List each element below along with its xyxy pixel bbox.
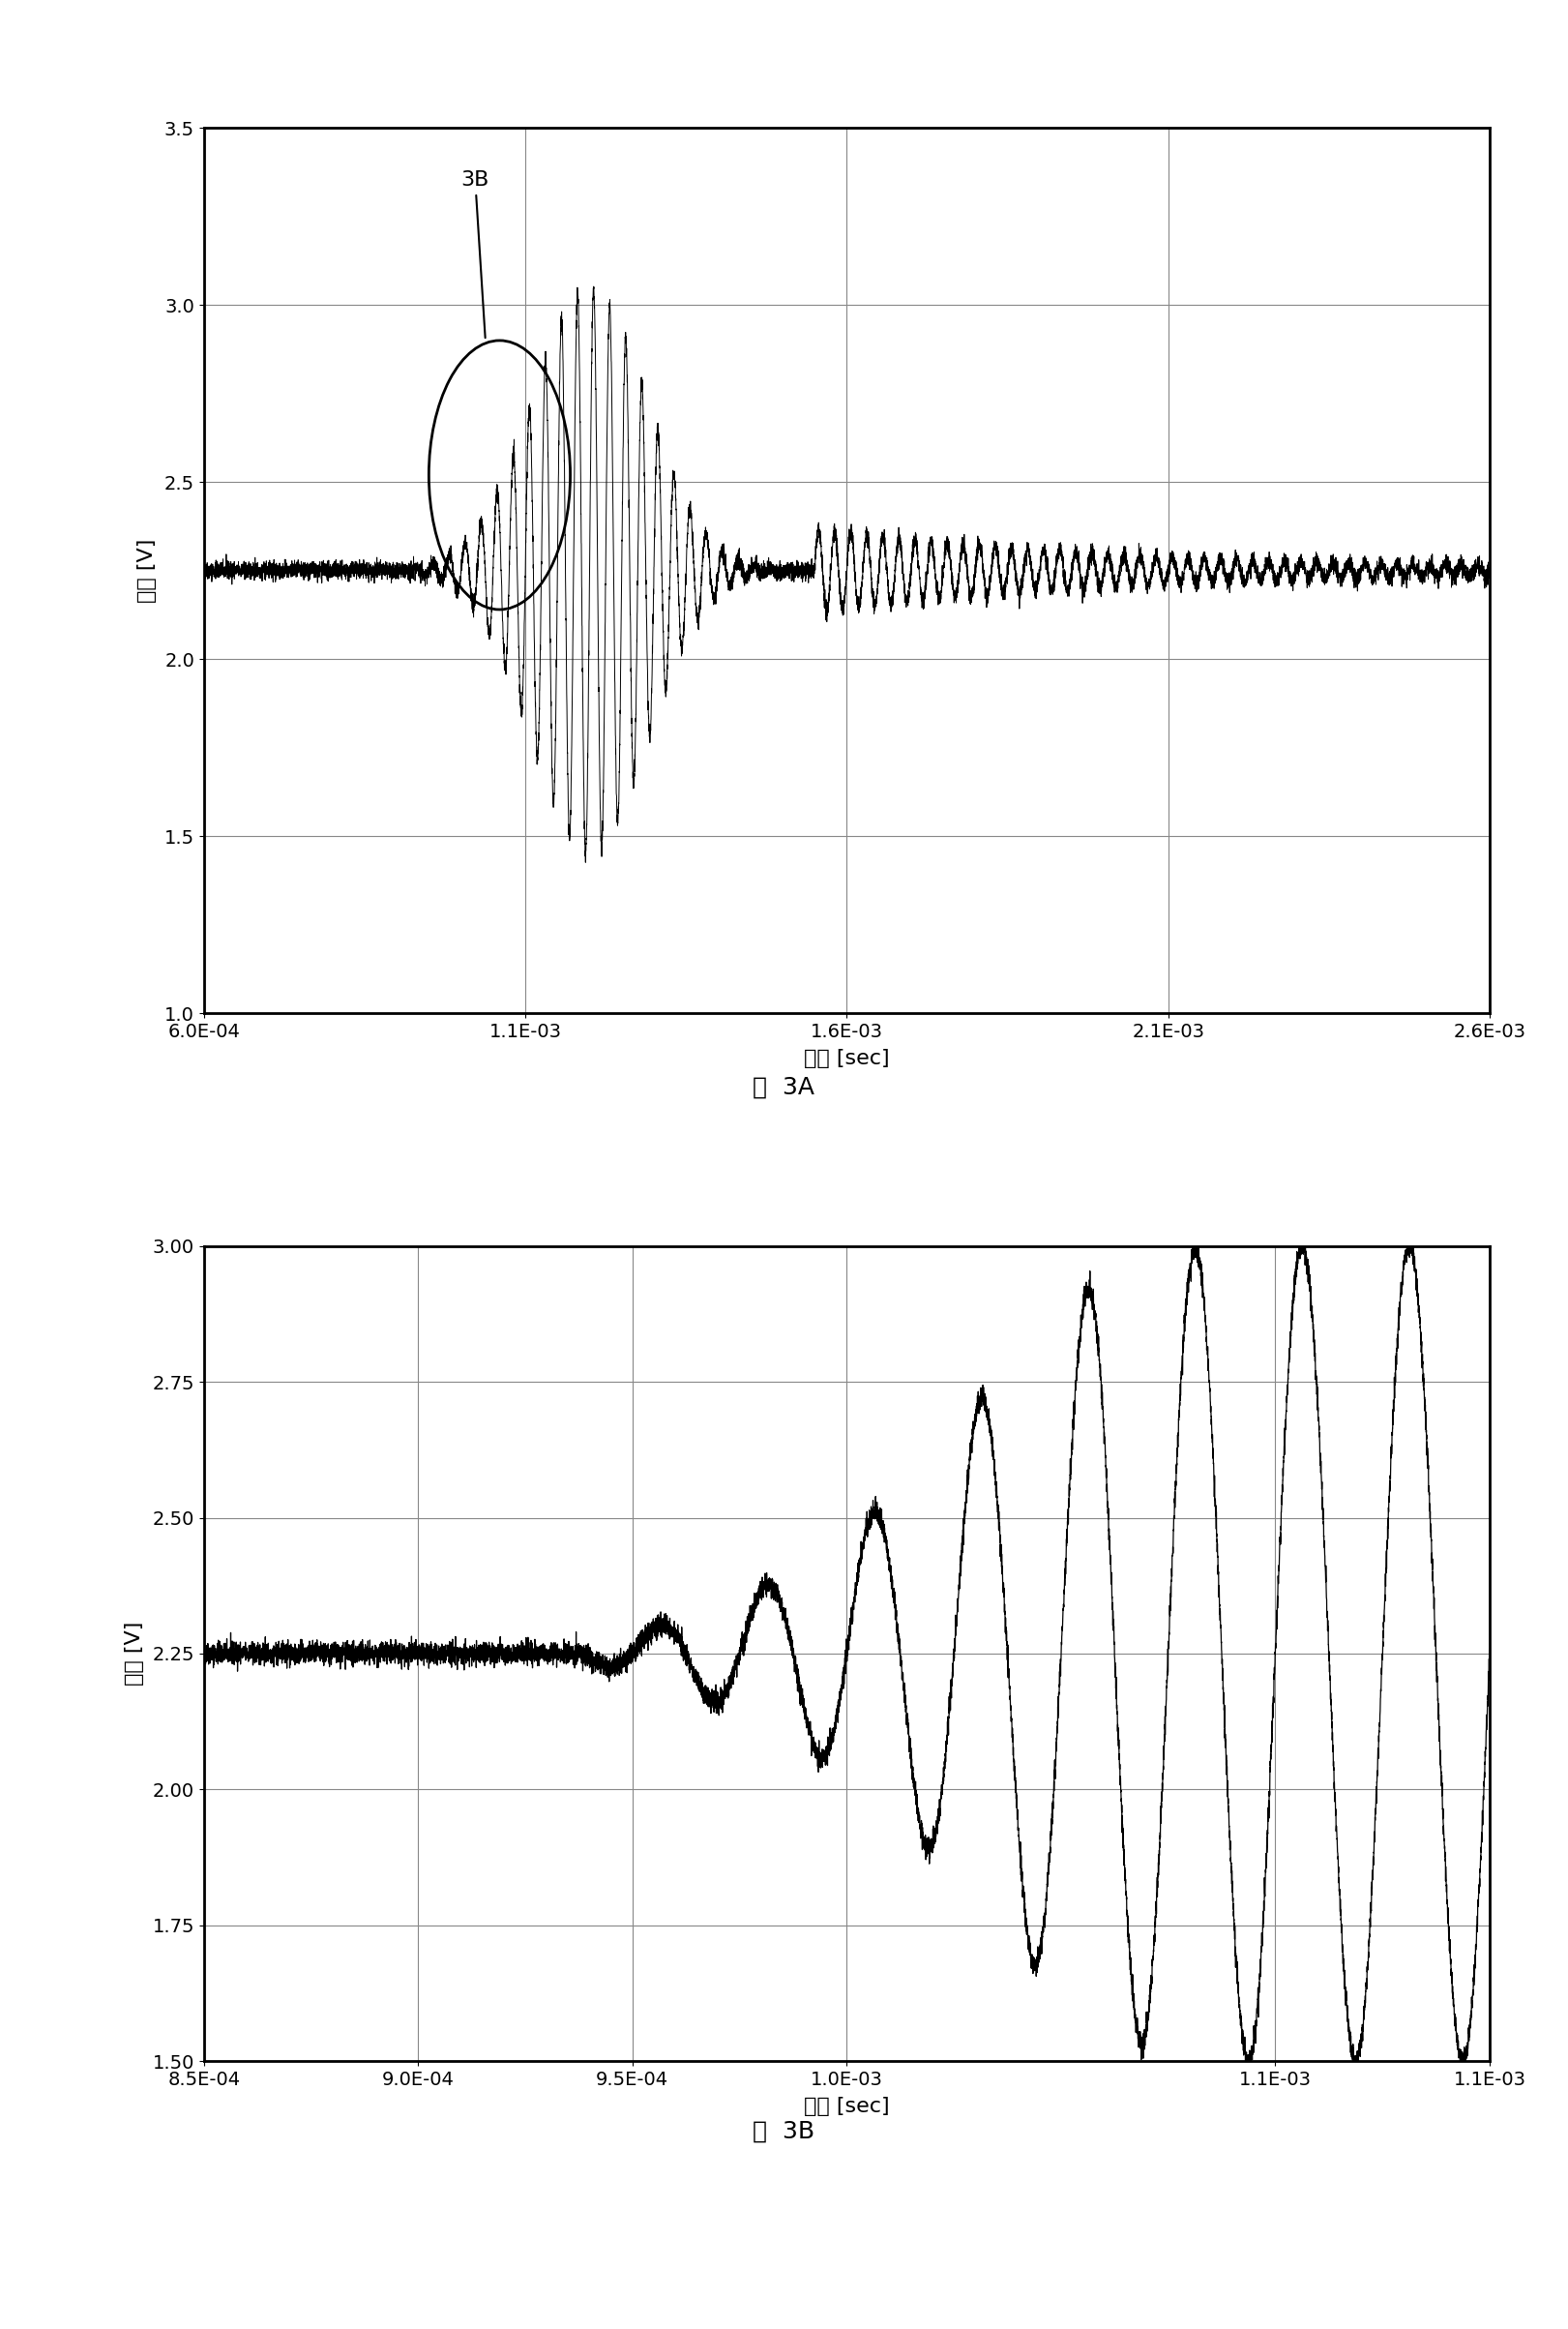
Text: 图  3B: 图 3B [753, 2119, 815, 2143]
Text: 3B: 3B [461, 170, 489, 338]
X-axis label: 时间 [sec]: 时间 [sec] [804, 2096, 889, 2117]
Y-axis label: 振幅 [V]: 振幅 [V] [125, 1621, 144, 1686]
Y-axis label: 振幅 [V]: 振幅 [V] [136, 538, 157, 603]
Text: 图  3A: 图 3A [753, 1076, 815, 1099]
X-axis label: 时间 [sec]: 时间 [sec] [804, 1048, 889, 1069]
